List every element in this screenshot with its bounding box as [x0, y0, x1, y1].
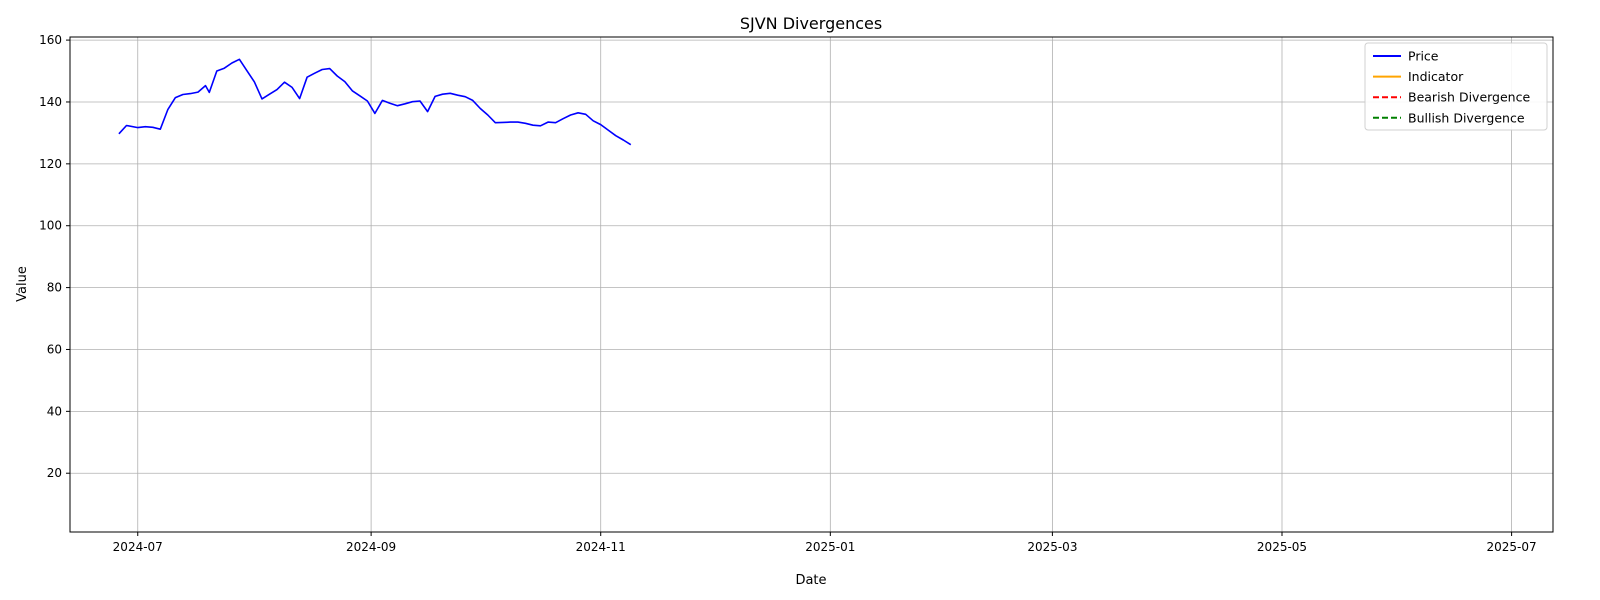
x-tick-label: 2024-11: [576, 540, 626, 554]
legend-label: Indicator: [1408, 69, 1464, 84]
legend-label: Bullish Divergence: [1408, 110, 1525, 125]
price-series-line: [118, 58, 632, 146]
legend-label: Price: [1408, 49, 1439, 64]
y-tick-label: 40: [47, 404, 62, 418]
axis-layer: 2024-07 2024-09 2024-11 2025-01 2025-03 2025-…: [39, 33, 1537, 554]
y-axis-label: Value: [15, 266, 30, 302]
x-tick-label: 2025-07: [1487, 540, 1537, 554]
legend-box: [1364, 42, 1548, 131]
y-tick-label: 80: [47, 281, 62, 295]
y-tick-label: 100: [39, 219, 62, 233]
y-tick-label: 120: [39, 157, 62, 171]
y-tick-label: 20: [47, 466, 62, 480]
x-tick-label: 2025-05: [1257, 540, 1307, 554]
x-axis-label: Date: [795, 573, 826, 588]
x-tick-label: 2025-03: [1027, 540, 1077, 554]
grid-layer: [70, 37, 1553, 532]
y-tick-label: 140: [39, 95, 62, 109]
chart-title: SJVN Divergences: [740, 14, 882, 33]
series-layer: [118, 58, 632, 146]
legend: Price Indicator Bearish Divergence Bullish …: [1364, 42, 1548, 131]
x-tick-label: 2024-09: [346, 540, 396, 554]
x-tick-label: 2025-01: [805, 540, 855, 554]
y-tick-label: 160: [39, 33, 62, 47]
plot-frame: [69, 36, 1554, 533]
x-tick-label: 2024-07: [113, 540, 163, 554]
y-tick-label: 60: [47, 342, 62, 356]
legend-label: Bearish Divergence: [1408, 90, 1530, 105]
